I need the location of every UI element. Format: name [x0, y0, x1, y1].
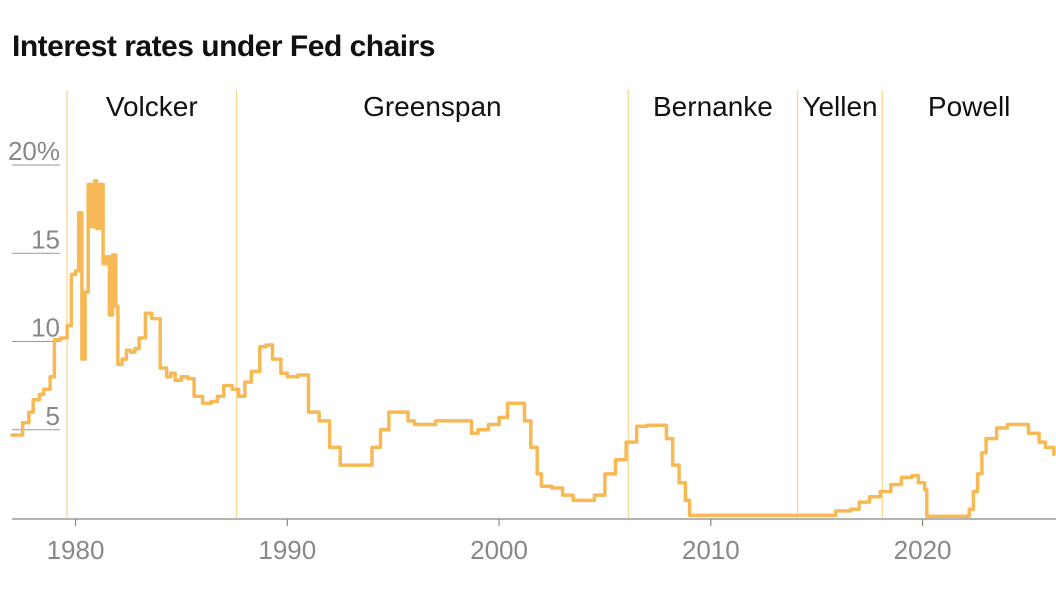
x-tick-label: 2000 [470, 535, 528, 565]
y-tick-label: 15 [31, 224, 60, 254]
x-axis: 1980 1990 2000 2010 2020 [12, 518, 1056, 565]
era-label-greenspan: Greenspan [363, 91, 502, 122]
y-tick-label: 10 [31, 313, 60, 343]
series-lines [10, 179, 1056, 518]
y-tick-label: 20% [8, 136, 60, 166]
x-tick-label: 1980 [47, 535, 105, 565]
series-line [10, 179, 1056, 518]
era-label-bernanke: Bernanke [653, 91, 773, 122]
era-label-yellen: Yellen [802, 91, 877, 122]
y-axis: 20% 15 10 5 [8, 136, 60, 431]
x-tick-label: 2010 [682, 535, 740, 565]
era-label-volcker: Volcker [106, 91, 198, 122]
era-dividers [66, 90, 883, 518]
era-labels: Volcker Greenspan Bernanke Yellen Powell [106, 91, 1011, 122]
y-tick-label: 5 [46, 401, 60, 431]
chart-title: Interest rates under Fed chairs [12, 30, 436, 63]
x-tick-label: 2020 [894, 535, 952, 565]
x-tick-label: 1990 [258, 535, 316, 565]
era-label-powell: Powell [928, 91, 1010, 122]
